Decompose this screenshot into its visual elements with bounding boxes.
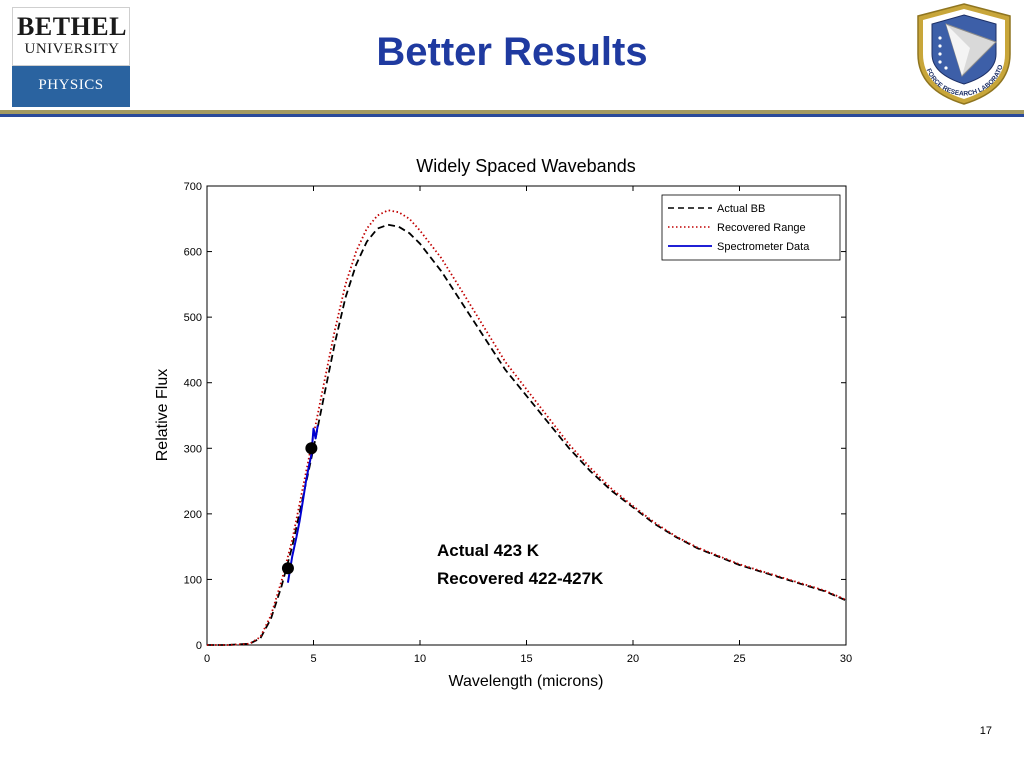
bethel-physics-logo: BETHEL UNIVERSITY PHYSICS <box>12 7 130 107</box>
y-tick-label: 200 <box>184 509 202 521</box>
legend-label-spectrometer: Spectrometer Data <box>717 241 810 253</box>
x-tick-label: 20 <box>627 653 639 665</box>
logo-top: BETHEL UNIVERSITY <box>12 7 130 66</box>
afrl-seal-icon: AIR FORCE RESEARCH LABORATORY <box>910 2 1011 105</box>
legend-label-recovered: Recovered Range <box>717 222 806 234</box>
series-actual-bb <box>207 223 847 646</box>
logo-university-word: UNIVERSITY <box>24 41 120 57</box>
x-tick-label: 25 <box>733 653 745 665</box>
series-group <box>207 209 847 646</box>
y-tick-label: 100 <box>184 574 202 586</box>
header-rule-gold <box>0 110 1024 114</box>
legend-box <box>661 194 841 261</box>
slide-title: Better Results <box>376 30 648 74</box>
logo-department: PHYSICS <box>38 77 104 93</box>
x-tick-label: 5 <box>310 653 316 665</box>
y-tick-label: 400 <box>184 378 202 390</box>
y-axis-label: Relative Flux <box>154 369 171 461</box>
x-tick-label: 15 <box>520 653 532 665</box>
y-tick-label: 0 <box>196 640 202 652</box>
x-tick-label: 30 <box>840 653 852 665</box>
annotation-actual: Actual 423 K <box>437 541 540 560</box>
annotation-recovered: Recovered 422-427K <box>437 569 604 588</box>
chart-title: Widely Spaced Wavebands <box>416 156 635 176</box>
page-number: 17 <box>979 725 992 737</box>
x-tick-label: 0 <box>204 653 210 665</box>
legend-label-actual: Actual BB <box>717 203 765 215</box>
legend: Actual BB Recovered Range Spectrometer D… <box>661 194 841 261</box>
logo-university-name: BETHEL <box>17 12 127 41</box>
x-axis-label: Wavelength (microns) <box>448 673 603 690</box>
data-marker <box>305 442 318 455</box>
header-rule-blue <box>0 114 1024 117</box>
marker-group <box>281 442 318 575</box>
y-tick-label: 700 <box>184 181 202 193</box>
series-recovered-range <box>207 209 847 646</box>
y-tick-label: 600 <box>184 247 202 259</box>
data-marker <box>281 562 294 575</box>
series-spectrometer <box>286 425 319 583</box>
logo-department-band: PHYSICS <box>12 66 130 107</box>
plot-area <box>206 185 847 646</box>
y-tick-label: 300 <box>184 443 202 455</box>
y-tick-label: 500 <box>184 312 202 324</box>
x-tick-label: 10 <box>414 653 426 665</box>
